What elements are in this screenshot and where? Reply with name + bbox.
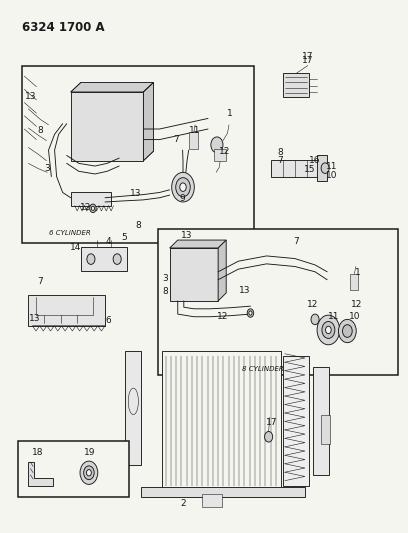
Text: 2: 2: [180, 499, 186, 508]
Bar: [317, 156, 327, 181]
Text: 13: 13: [239, 286, 250, 295]
Bar: [350, 274, 358, 290]
Text: 8: 8: [136, 221, 142, 230]
Text: 8: 8: [38, 126, 43, 135]
Polygon shape: [71, 92, 144, 161]
Text: 11: 11: [328, 312, 339, 321]
Circle shape: [249, 311, 252, 315]
Text: 7: 7: [293, 237, 299, 246]
Text: 13: 13: [25, 92, 37, 101]
Circle shape: [80, 461, 98, 484]
Bar: [283, 74, 309, 98]
Text: 6: 6: [105, 316, 111, 325]
Circle shape: [84, 466, 94, 480]
Text: 8: 8: [277, 148, 283, 157]
Circle shape: [342, 325, 352, 337]
Circle shape: [321, 163, 329, 173]
Text: 1: 1: [227, 109, 233, 118]
Polygon shape: [170, 248, 218, 301]
Circle shape: [247, 309, 254, 317]
Text: 6324 1700 A: 6324 1700 A: [22, 21, 105, 34]
Text: 12: 12: [306, 300, 318, 309]
Bar: [313, 367, 329, 475]
Text: 16: 16: [309, 156, 321, 165]
Text: 3: 3: [163, 273, 169, 282]
Text: 7: 7: [38, 277, 43, 286]
Text: 11: 11: [326, 161, 337, 171]
Circle shape: [91, 206, 95, 211]
Circle shape: [113, 254, 121, 264]
Circle shape: [326, 326, 331, 334]
Text: 4: 4: [105, 237, 111, 246]
Text: 17: 17: [302, 52, 314, 61]
Bar: [283, 357, 309, 486]
Bar: [321, 415, 330, 443]
Bar: [271, 160, 319, 176]
Bar: [18, 441, 129, 497]
Text: 17: 17: [302, 56, 314, 64]
Bar: [22, 66, 255, 243]
Text: 7: 7: [277, 156, 283, 165]
Text: 12: 12: [220, 147, 231, 156]
Circle shape: [176, 177, 190, 197]
Text: 8 CYLINDER: 8 CYLINDER: [242, 366, 284, 372]
Circle shape: [180, 183, 186, 191]
Bar: [189, 132, 198, 149]
Bar: [162, 351, 281, 491]
Polygon shape: [144, 83, 153, 161]
Text: 15: 15: [304, 165, 315, 174]
Bar: [202, 494, 222, 507]
Text: 13: 13: [181, 231, 193, 240]
Bar: [81, 247, 127, 271]
Text: 12: 12: [217, 312, 228, 321]
Circle shape: [211, 137, 223, 153]
Circle shape: [86, 470, 91, 476]
Text: 18: 18: [32, 448, 43, 457]
Circle shape: [317, 315, 340, 345]
Text: 7: 7: [173, 135, 179, 144]
Polygon shape: [28, 462, 53, 486]
Text: 13: 13: [29, 314, 41, 323]
Circle shape: [322, 321, 335, 338]
Bar: [157, 230, 398, 375]
Circle shape: [90, 204, 96, 213]
Polygon shape: [71, 83, 153, 92]
Text: 17: 17: [266, 418, 277, 427]
Polygon shape: [170, 240, 226, 248]
Polygon shape: [125, 351, 142, 465]
Text: 1: 1: [355, 268, 361, 277]
Text: 6 CYLINDER: 6 CYLINDER: [49, 230, 90, 236]
Circle shape: [339, 319, 356, 343]
Circle shape: [311, 314, 319, 325]
Text: 10: 10: [326, 171, 337, 180]
Text: 8: 8: [163, 287, 169, 296]
Text: 12: 12: [351, 300, 362, 309]
Bar: [142, 487, 305, 497]
Text: 10: 10: [348, 312, 360, 321]
Text: 14: 14: [70, 244, 81, 253]
Text: 19: 19: [84, 448, 96, 457]
Bar: [214, 149, 226, 161]
Bar: [28, 295, 105, 326]
Circle shape: [264, 432, 273, 442]
Circle shape: [87, 254, 95, 264]
Text: 5: 5: [121, 233, 127, 242]
Text: 9: 9: [179, 195, 185, 203]
Polygon shape: [218, 240, 226, 301]
Text: 3: 3: [44, 164, 50, 173]
Polygon shape: [71, 192, 111, 206]
Text: 11: 11: [189, 126, 201, 134]
Circle shape: [172, 172, 194, 202]
Text: 13: 13: [130, 189, 141, 198]
Text: 12: 12: [80, 203, 92, 212]
